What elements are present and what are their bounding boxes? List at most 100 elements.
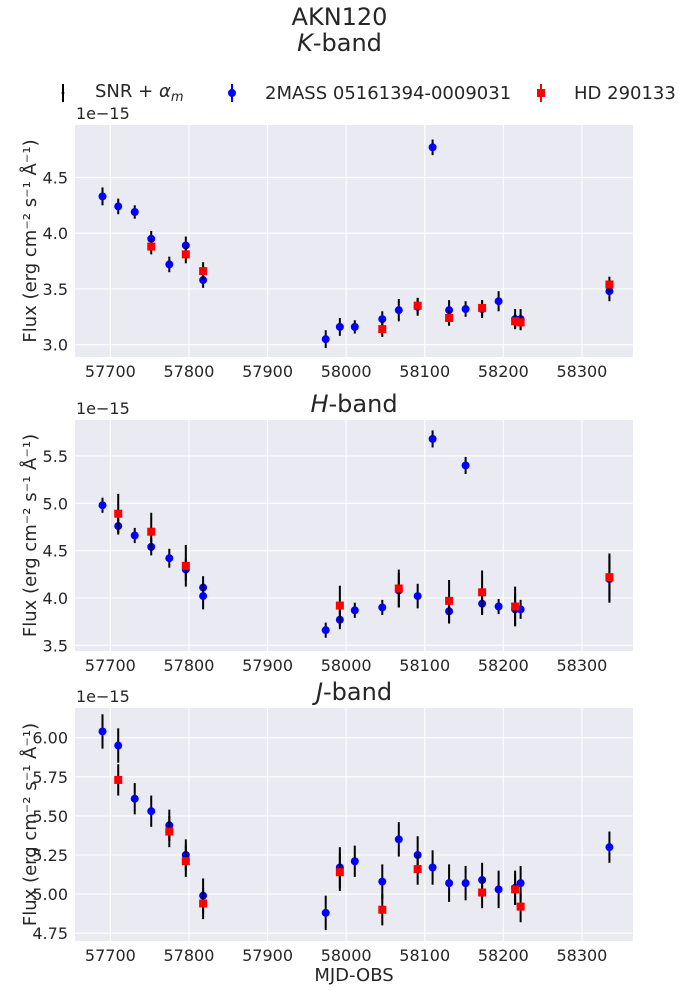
y-tick-label: 3.5 xyxy=(43,280,68,299)
data-point-hd xyxy=(605,280,614,289)
data-point-hd xyxy=(165,827,174,836)
data-point-hd xyxy=(478,888,487,897)
y-tick-label: 5.75 xyxy=(32,768,68,787)
y-tick-label: 4.5 xyxy=(43,168,68,187)
x-tick-label: 58300 xyxy=(556,656,607,675)
legend-label-2mass: 2MASS 05161394-0009031 xyxy=(265,82,512,104)
errorbar-marker-icon xyxy=(61,84,65,102)
y-tick-label: 5.25 xyxy=(32,846,68,865)
legend-item-hd: HD 290133 xyxy=(534,80,676,106)
data-point-2mass xyxy=(378,603,387,612)
data-point-hd xyxy=(394,584,403,593)
data-point-2mass xyxy=(335,322,344,331)
x-tick-label: 58100 xyxy=(399,656,450,675)
data-point-2mass xyxy=(461,879,470,888)
offset-text: 1e−15 xyxy=(76,399,130,418)
data-point-hd xyxy=(378,325,387,334)
data-point-2mass xyxy=(130,794,139,803)
subtitle-band-suffix: -band xyxy=(312,29,382,57)
data-point-2mass xyxy=(494,297,503,306)
data-point-2mass xyxy=(165,554,174,563)
data-point-2mass xyxy=(98,192,107,201)
offset-text: 1e−15 xyxy=(76,104,130,123)
data-point-hd xyxy=(114,775,123,784)
data-point-2mass xyxy=(130,208,139,216)
data-point-2mass xyxy=(350,857,359,866)
y-tick-label: 4.0 xyxy=(43,224,68,243)
data-point-2mass xyxy=(428,434,437,443)
data-point-2mass xyxy=(494,602,503,611)
data-point-hd xyxy=(445,596,454,605)
data-point-2mass xyxy=(350,322,359,331)
figure-title: AKN120 xyxy=(291,3,388,31)
data-point-2mass xyxy=(461,461,470,470)
data-point-2mass xyxy=(605,843,614,852)
x-tick-label: 58300 xyxy=(556,362,607,381)
plot-area-j xyxy=(75,708,633,941)
data-point-hd xyxy=(516,902,525,911)
y-tick-label: 6.00 xyxy=(32,729,68,748)
data-point-2mass xyxy=(428,863,437,872)
y-tick-label: 3.5 xyxy=(43,636,68,655)
data-point-hd xyxy=(335,868,344,877)
data-point-hd xyxy=(511,317,520,326)
data-point-2mass xyxy=(98,727,107,736)
y-tick-label: 4.0 xyxy=(43,589,68,608)
x-tick-label: 58300 xyxy=(556,946,607,965)
data-point-hd xyxy=(114,509,123,518)
data-point-2mass xyxy=(130,531,139,540)
data-point-hd xyxy=(413,301,422,310)
data-point-2mass xyxy=(413,592,422,601)
data-point-2mass xyxy=(321,908,330,917)
data-point-2mass xyxy=(394,835,403,844)
legend: SNR + αm 2MASS 05161394-0009031 HD 29013… xyxy=(0,80,679,106)
legend-item-2mass: 2MASS 05161394-0009031 xyxy=(225,80,511,106)
y-axis-label: Flux (erg cm⁻² s⁻¹ Å⁻¹) xyxy=(19,139,41,342)
data-point-2mass xyxy=(428,143,437,152)
data-point-hd xyxy=(378,905,387,914)
x-tick-label: 57900 xyxy=(242,946,293,965)
panel-title: J-band xyxy=(312,678,392,706)
data-point-2mass xyxy=(114,202,123,211)
x-tick-label: 58200 xyxy=(478,946,529,965)
data-point-hd xyxy=(147,527,156,536)
data-point-hd xyxy=(181,250,190,259)
data-point-hd xyxy=(335,601,344,610)
data-point-2mass xyxy=(516,879,525,888)
panel-title: H-band xyxy=(310,390,397,418)
x-tick-label: 58200 xyxy=(478,362,529,381)
x-axis-label: MJD-OBS xyxy=(314,965,393,986)
data-point-hd xyxy=(181,561,190,570)
x-tick-label: 57900 xyxy=(242,362,293,381)
data-point-2mass xyxy=(147,807,156,816)
plot-area-k xyxy=(75,125,633,357)
data-point-hd xyxy=(516,318,525,327)
x-tick-label: 58200 xyxy=(478,656,529,675)
y-tick-label: 4.75 xyxy=(32,924,68,943)
data-point-2mass xyxy=(165,260,174,269)
data-point-hd xyxy=(445,313,454,322)
y-tick-label: 5.50 xyxy=(32,807,68,826)
x-tick-label: 58100 xyxy=(399,946,450,965)
y-axis-label: Flux (erg cm⁻² s⁻¹ Å⁻¹) xyxy=(19,723,41,926)
data-point-hd xyxy=(511,602,520,611)
legend-label-snr: SNR + xyxy=(95,81,159,102)
data-point-2mass xyxy=(350,606,359,615)
data-point-2mass xyxy=(114,741,123,750)
x-tick-label: 58000 xyxy=(321,656,372,675)
figure-subtitle: K-band xyxy=(0,29,679,57)
data-point-hd xyxy=(147,242,156,251)
x-tick-label: 57700 xyxy=(85,656,136,675)
data-point-2mass xyxy=(378,877,387,886)
y-tick-label: 5.00 xyxy=(32,885,68,904)
x-tick-label: 58100 xyxy=(399,362,450,381)
data-point-2mass xyxy=(394,306,403,315)
data-point-hd xyxy=(413,865,422,874)
legend-label-hd: HD 290133 xyxy=(574,82,676,104)
y-tick-label: 4.5 xyxy=(43,542,68,561)
data-point-2mass xyxy=(199,592,208,601)
x-tick-label: 57900 xyxy=(242,656,293,675)
y-tick-label: 5.5 xyxy=(43,447,68,466)
y-axis-label: Flux (erg cm⁻² s⁻¹ Å⁻¹) xyxy=(19,434,41,637)
data-point-hd xyxy=(199,267,208,276)
